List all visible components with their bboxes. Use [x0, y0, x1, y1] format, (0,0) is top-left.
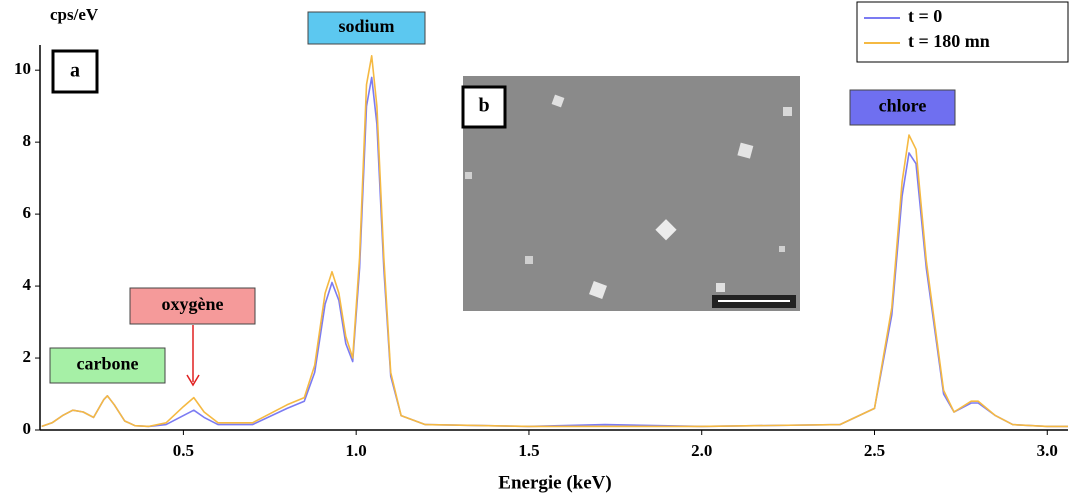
crystal — [655, 219, 677, 241]
x-tick-label: 0.5 — [173, 441, 194, 460]
annotation: carbone — [77, 354, 139, 374]
x-tick-label: 1.5 — [518, 441, 539, 460]
x-tick-label: 1.0 — [346, 441, 367, 460]
panel-box — [51, 49, 99, 94]
crystal — [737, 142, 754, 159]
legend-label: t = 0 — [908, 6, 942, 26]
sem-image — [463, 76, 800, 311]
crystal — [716, 283, 725, 292]
y-tick-label: 4 — [23, 275, 32, 294]
crystal — [525, 256, 533, 264]
crystal — [551, 94, 565, 108]
annotation-box — [129, 287, 256, 325]
annotation: oxygène — [162, 294, 224, 314]
y-tick-label: 0 — [23, 419, 32, 438]
series-line — [41, 55, 1068, 428]
y-tick-label: 10 — [14, 59, 31, 78]
x-tick-label: 2.5 — [864, 441, 885, 460]
x-axis-label: Energie (keV) — [498, 472, 611, 493]
legend-label: t = 180 mn — [908, 31, 990, 51]
crystal — [783, 107, 792, 116]
crystal — [779, 246, 785, 252]
y-tick-label: 2 — [23, 347, 32, 366]
annotation-box — [307, 11, 426, 45]
panel-box — [461, 85, 507, 129]
annotation-box — [849, 89, 956, 126]
annotation-box — [49, 347, 166, 384]
annotation: chlore — [879, 96, 927, 116]
y-tick-label: 8 — [23, 131, 32, 150]
legend-box — [856, 1, 1069, 63]
arrow-head — [186, 374, 200, 387]
annotation: sodium — [338, 16, 394, 36]
crystal — [589, 281, 607, 299]
x-tick-label: 2.0 — [691, 441, 712, 460]
y-tick-label: 6 — [23, 203, 32, 222]
inset-image — [463, 76, 800, 311]
panel-label: b — [478, 95, 489, 117]
x-tick-label: 3.0 — [1037, 441, 1058, 460]
panel-label: a — [70, 60, 80, 82]
crystal — [465, 172, 472, 179]
y-axis-label: cps/eV — [50, 5, 99, 24]
